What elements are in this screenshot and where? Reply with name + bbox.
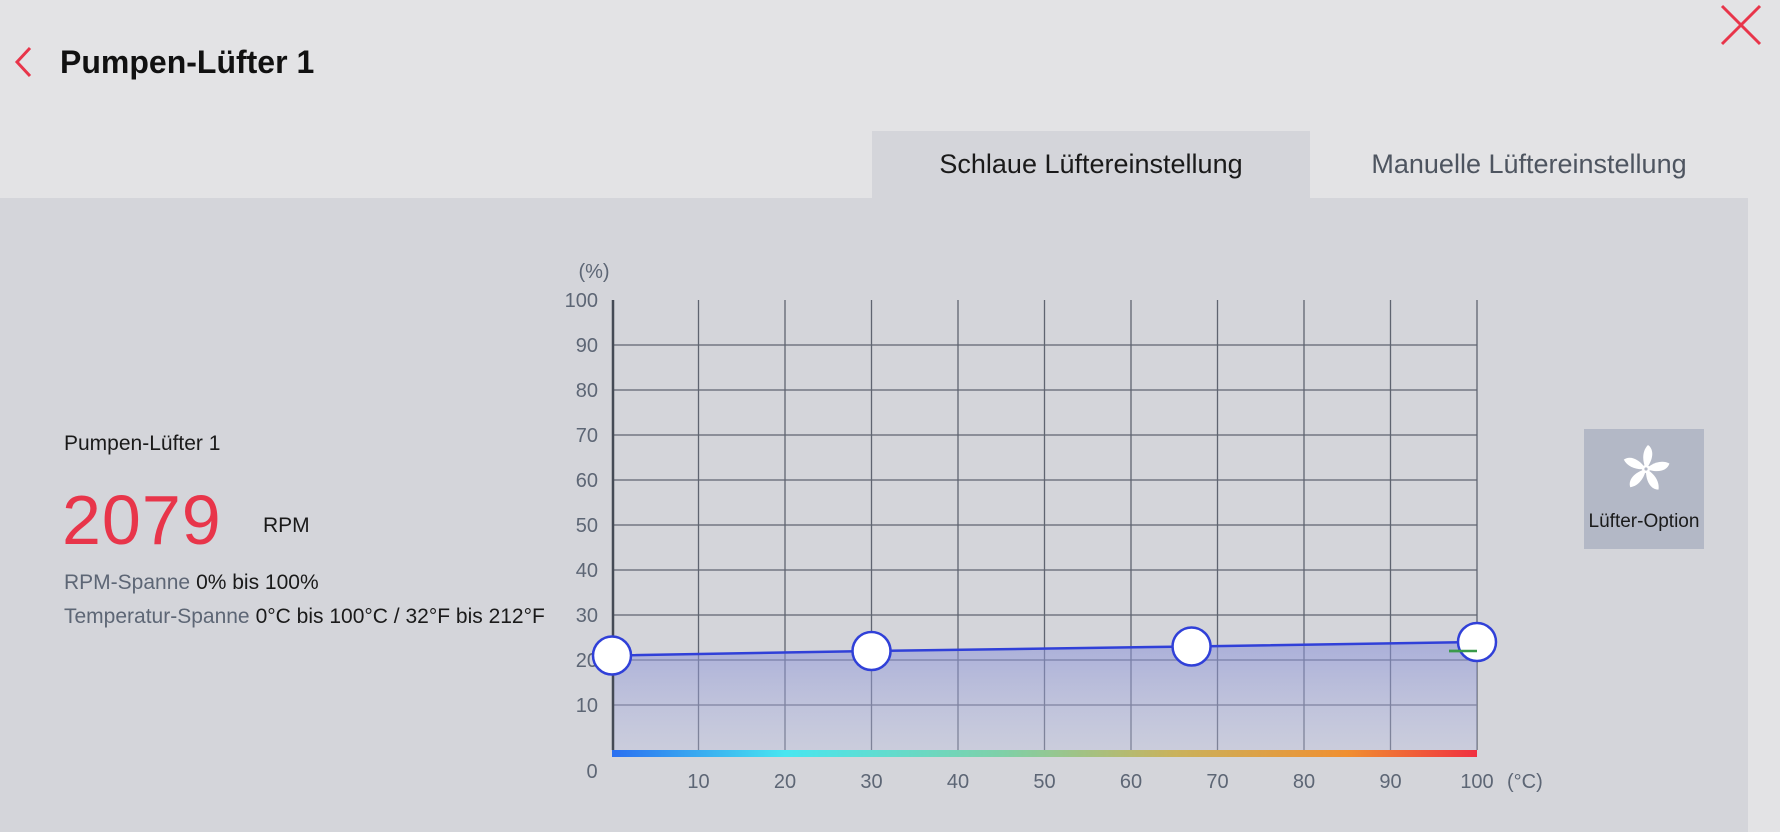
y-tick-label: 50 xyxy=(576,515,598,537)
fan-option-button[interactable]: Lüfter-Option xyxy=(1584,429,1704,549)
temp-range-value: 0°C bis 100°C / 32°F bis 212°F xyxy=(255,605,545,628)
x-tick-label: 10 xyxy=(687,771,709,793)
y-tick-label: 70 xyxy=(576,425,598,447)
curve-control-point[interactable] xyxy=(851,630,892,672)
back-button[interactable] xyxy=(8,40,38,84)
rpm-value: 2079 xyxy=(62,481,222,559)
curve-area-fill xyxy=(612,642,1477,750)
x-tick-label: 50 xyxy=(1033,771,1055,793)
tab-manual-fan-setting[interactable]: Manuelle Lüftereinstellung xyxy=(1371,149,1687,179)
y-tick-label: 10 xyxy=(576,695,598,717)
close-button[interactable] xyxy=(1718,2,1766,50)
curve-control-point[interactable] xyxy=(1171,626,1212,667)
fan-name: Pumpen-Lüfter 1 xyxy=(64,432,221,455)
y-tick-label: 90 xyxy=(576,335,598,357)
x-axis-label: (°C) xyxy=(1507,771,1543,793)
origin-label: 0 xyxy=(586,761,597,783)
chevron-left-icon xyxy=(14,46,32,78)
page-title: Pumpen-Lüfter 1 xyxy=(60,44,315,80)
x-tick-label: 30 xyxy=(860,771,882,793)
temp-range-row: Temperatur-Spanne 0°C bis 100°C / 32°F bi… xyxy=(64,605,545,629)
y-tick-label: 30 xyxy=(576,605,598,627)
fan-option-label: Lüfter-Option xyxy=(1588,511,1700,532)
x-tick-label: 40 xyxy=(947,771,969,793)
rpm-range-label: RPM-Spanne xyxy=(64,571,191,594)
rpm-range-row: RPM-Spanne 0% bis 100% xyxy=(64,571,319,595)
x-tick-label: 90 xyxy=(1379,771,1401,793)
x-tick-label: 70 xyxy=(1206,771,1228,793)
temp-range-label: Temperatur-Spanne xyxy=(64,605,250,628)
y-tick-label: 100 xyxy=(565,290,598,312)
y-axis-label: (%) xyxy=(578,261,609,283)
temperature-gradient-bar xyxy=(612,750,1477,757)
y-tick-label: 60 xyxy=(576,470,598,492)
curve-control-point[interactable] xyxy=(591,635,633,676)
fan-icon xyxy=(1623,445,1670,490)
x-tick-label: 60 xyxy=(1120,771,1142,793)
rpm-unit: RPM xyxy=(263,514,310,537)
close-icon xyxy=(1720,4,1762,46)
curve-control-point[interactable] xyxy=(1456,621,1498,663)
rpm-range-value: 0% bis 100% xyxy=(196,571,319,594)
y-tick-label: 40 xyxy=(576,560,598,582)
x-tick-label: 80 xyxy=(1293,771,1315,793)
x-tick-label: 100 xyxy=(1460,771,1493,793)
fan-curve-line xyxy=(611,640,1478,657)
x-tick-label: 20 xyxy=(774,771,796,793)
y-tick-label: 80 xyxy=(576,380,598,402)
tab-smart-fan-setting[interactable]: Schlaue Lüftereinstellung xyxy=(872,131,1310,198)
